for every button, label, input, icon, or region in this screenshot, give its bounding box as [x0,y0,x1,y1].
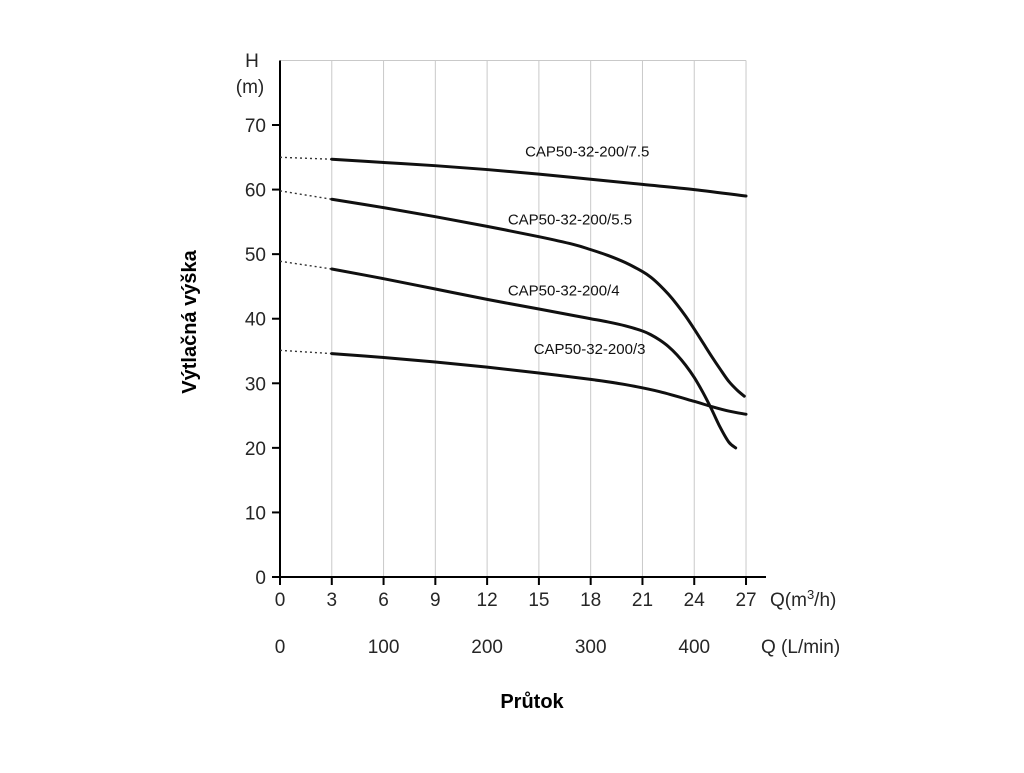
x2-tick-label-200: 200 [471,637,503,658]
x-tick-label-9: 9 [430,590,441,611]
y-tick-label-50: 50 [245,245,266,266]
y-axis-unit-line-2: (m) [236,77,264,98]
curve-dotted-CAP50-32-200-4 [279,260,332,270]
x-tick-label-0: 0 [275,590,286,611]
curve-label-CAP50-32-200-3: CAP50-32-200/3 [534,341,646,358]
y-axis-title: Výtlačná výška [179,249,201,393]
curve-dotted-CAP50-32-200-3 [279,349,332,355]
x-tick-label-24: 24 [684,590,706,611]
curve-CAP50-32-200-3 [330,352,748,416]
x-axis-title: Průtok [500,691,564,713]
y-tick-label-20: 20 [245,439,266,460]
y-tick-label-30: 30 [245,374,266,395]
x-tick-label-21: 21 [632,590,653,611]
curve-CAP50-32-200-4 [330,267,738,450]
x-tick-label-27: 27 [735,590,756,611]
x-tick-label-12: 12 [477,590,498,611]
curve-CAP50-32-200-5.5 [330,197,746,398]
curve-label-CAP50-32-200-5.5: CAP50-32-200/5.5 [508,211,632,228]
y-tick-label-70: 70 [245,116,266,137]
curve-label-CAP50-32-200-7.5: CAP50-32-200/7.5 [525,144,649,161]
x2-tick-label-100: 100 [368,637,400,658]
y-tick-label-10: 10 [245,503,266,524]
x-tick-label-18: 18 [580,590,601,611]
x-axis-unit-label: Q(m3/h) [770,587,836,611]
y-tick-label-40: 40 [245,310,266,331]
x-axis-secondary-unit-label: Q (L/min) [761,637,840,658]
y-tick-label-0: 0 [255,568,266,589]
x-tick-label-6: 6 [378,590,389,611]
y-axis-unit-line-1: H [245,51,259,72]
curve-dotted-CAP50-32-200-5.5 [279,190,332,200]
x-tick-label-3: 3 [326,590,337,611]
y-tick-label-60: 60 [245,181,266,202]
x2-tick-label-0: 0 [275,637,286,658]
x2-tick-label-400: 400 [678,637,710,658]
curve-dotted-CAP50-32-200-7.5 [279,156,332,160]
curve-CAP50-32-200-7.5 [330,157,748,198]
x-tick-label-15: 15 [528,590,549,611]
curve-label-CAP50-32-200-4: CAP50-32-200/4 [508,282,620,299]
x2-tick-label-300: 300 [575,637,607,658]
